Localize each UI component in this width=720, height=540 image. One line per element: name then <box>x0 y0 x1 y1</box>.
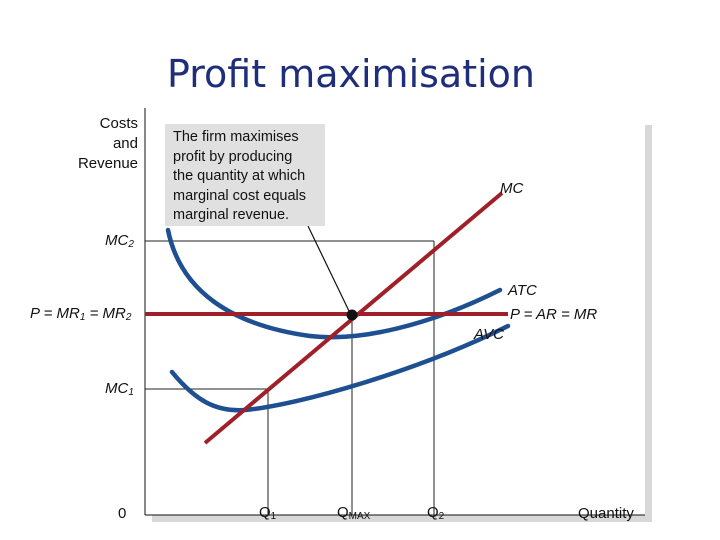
y-axis-label: Costs and Revenue <box>48 114 138 174</box>
q1-tick-sub: 1 <box>270 511 277 522</box>
origin-label: 0 <box>118 505 127 522</box>
y-axis-label-line: and <box>112 135 138 152</box>
mc1-tick-text: MC <box>105 380 129 397</box>
annotation-pointer <box>307 225 350 312</box>
price-tick-sub2: 2 <box>125 312 132 323</box>
mc2-tick-text: MC <box>105 232 129 249</box>
atc-curve <box>165 227 503 340</box>
avc-label: AVC <box>474 326 505 343</box>
mc1-tick-sub: 1 <box>128 387 134 398</box>
qmax-tick-label: QMAX <box>337 504 370 522</box>
profit-max-point <box>346 309 358 321</box>
annotation-line: The firm maximises <box>173 129 299 145</box>
price-tick-eq: = MR <box>85 305 126 322</box>
mc-label: MC <box>500 180 524 197</box>
qmax-tick-text: Q <box>337 504 349 521</box>
annotation-line: marginal cost equals <box>173 187 306 204</box>
annotation-box: The firm maximises profit by producing t… <box>165 124 325 226</box>
atc-label: ATC <box>508 282 537 299</box>
mc2-tick-sub: 2 <box>128 239 134 250</box>
price-tick-text: P = MR <box>30 305 80 322</box>
y-axis-label-line: Revenue <box>77 155 138 172</box>
q2-tick-sub: 2 <box>438 511 445 522</box>
price-tick-label: P = MR1 = MR2 <box>30 305 131 323</box>
mc1-tick-label: MC1 <box>105 380 134 398</box>
annotation-line: the quantity at which <box>173 168 306 184</box>
q1-tick-text: Q <box>259 504 271 521</box>
avc-curve <box>169 323 511 413</box>
page-title: Profit maximisation <box>167 52 535 96</box>
mc2-tick-label: MC2 <box>105 232 134 250</box>
price-tick-sub1: 1 <box>79 312 86 323</box>
q2-tick-label: Q2 <box>427 504 444 522</box>
q1-tick-label: Q1 <box>259 504 276 522</box>
annotation-line: marginal revenue. <box>173 207 290 223</box>
y-axis-label-line: Costs <box>99 115 138 132</box>
qmax-tick-sub: MAX <box>348 511 371 522</box>
x-axis-label: Quantity <box>578 505 634 522</box>
q2-tick-text: Q <box>427 504 439 521</box>
demand-label: P = AR = MR <box>510 306 598 323</box>
annotation-line: profit by producing <box>173 148 293 165</box>
